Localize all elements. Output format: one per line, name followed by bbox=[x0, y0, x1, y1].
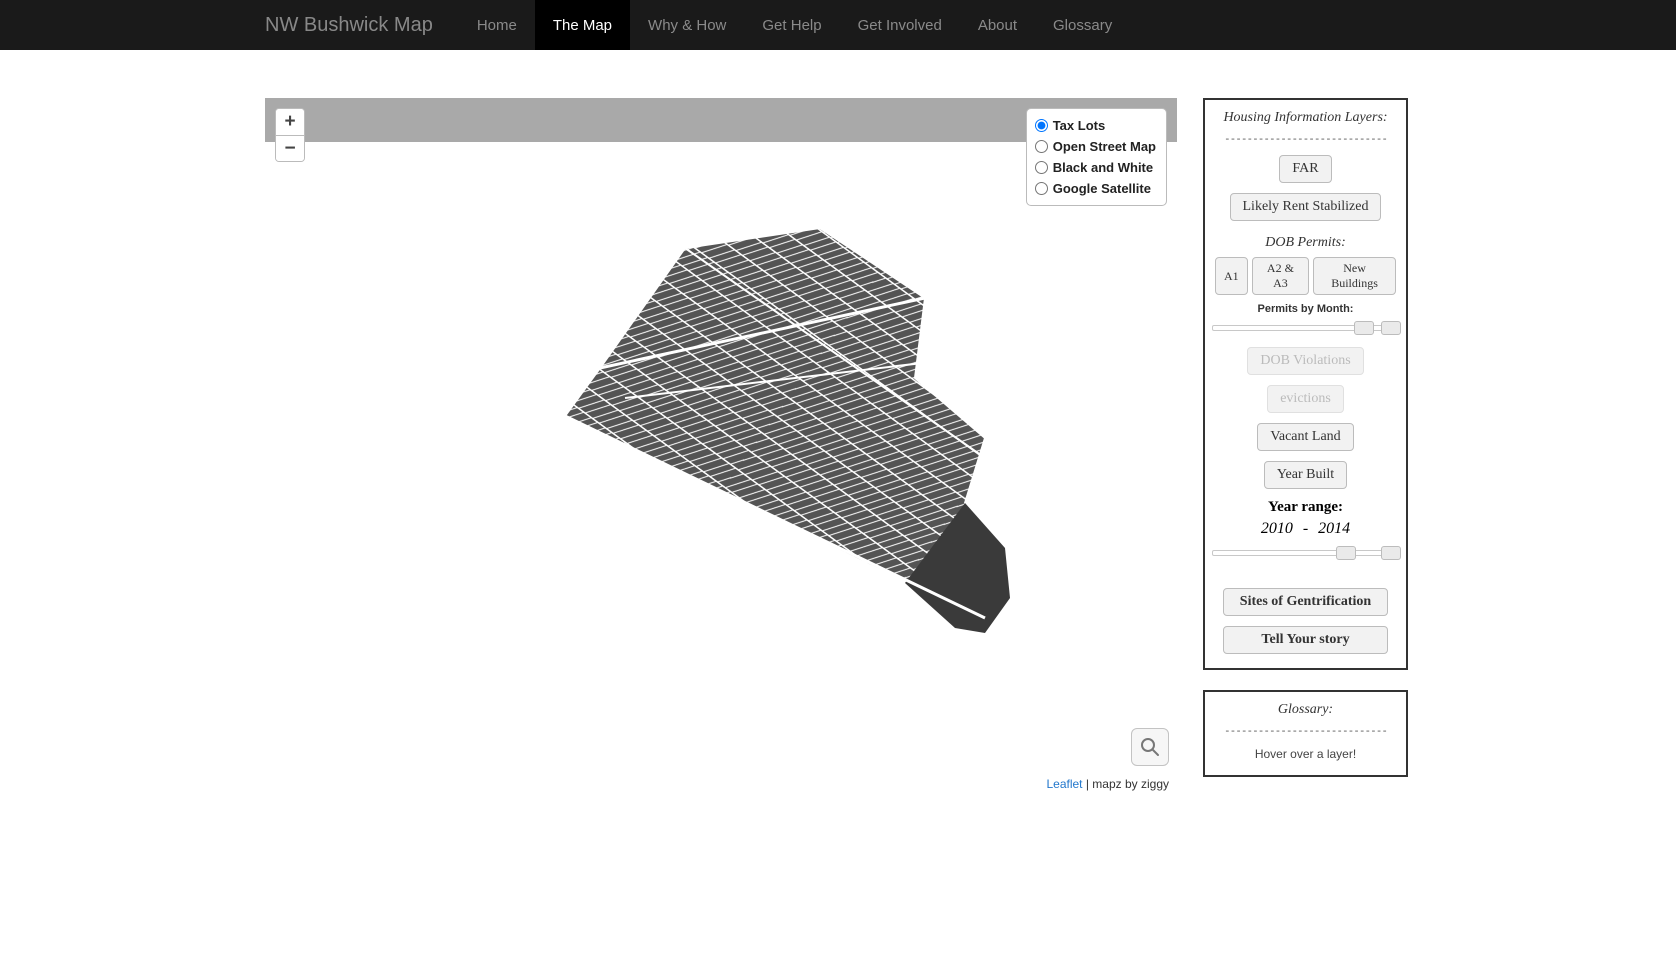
year-range-slider[interactable] bbox=[1212, 546, 1400, 560]
permits-slider-handle-1[interactable] bbox=[1354, 321, 1374, 335]
nav-the-map[interactable]: The Map bbox=[535, 0, 630, 50]
basemap-bw-label: Black and White bbox=[1053, 160, 1153, 175]
basemap-osm-label: Open Street Map bbox=[1053, 139, 1156, 154]
nav-home[interactable]: Home bbox=[459, 0, 535, 50]
year-range-title: Year range: bbox=[1268, 499, 1343, 516]
year-to: 2014 bbox=[1318, 520, 1350, 538]
attribution-sep: | bbox=[1083, 777, 1093, 791]
divider: ----------------------------- bbox=[1224, 132, 1387, 145]
attribution-leaflet-link[interactable]: Leaflet bbox=[1046, 777, 1082, 791]
permit-a1-button[interactable]: A1 bbox=[1215, 257, 1248, 295]
evictions-button[interactable]: evictions bbox=[1267, 385, 1344, 413]
permits-month-slider[interactable] bbox=[1212, 321, 1400, 335]
year-dash: - bbox=[1303, 520, 1308, 538]
year-from: 2010 bbox=[1261, 520, 1293, 538]
dob-violations-button[interactable]: DOB Violations bbox=[1247, 347, 1363, 375]
sites-of-gentrification-button[interactable]: Sites of Gentrification bbox=[1223, 588, 1388, 616]
housing-layers-panel: Housing Information Layers: ------------… bbox=[1203, 98, 1408, 670]
permit-new-buildings-button[interactable]: New Buildings bbox=[1313, 257, 1396, 295]
basemap-google-sat[interactable]: Google Satellite bbox=[1035, 178, 1156, 199]
tell-your-story-button[interactable]: Tell Your story bbox=[1223, 626, 1388, 654]
navbar-brand[interactable]: NW Bushwick Map bbox=[265, 14, 449, 37]
dob-permit-buttons: A1 A2 & A3 New Buildings bbox=[1215, 257, 1396, 295]
permits-by-month-label: Permits by Month: bbox=[1258, 303, 1354, 315]
permits-slider-handle-2[interactable] bbox=[1381, 321, 1401, 335]
permit-a2a3-button[interactable]: A2 & A3 bbox=[1252, 257, 1309, 295]
search-icon bbox=[1139, 736, 1161, 758]
glossary-panel: Glossary: ----------------------------- … bbox=[1203, 690, 1408, 777]
map-search-button[interactable] bbox=[1131, 728, 1169, 766]
rent-stabilized-button[interactable]: Likely Rent Stabilized bbox=[1230, 193, 1382, 221]
zoom-in-button[interactable]: + bbox=[276, 109, 304, 135]
glossary-title: Glossary: bbox=[1278, 702, 1333, 718]
far-button[interactable]: FAR bbox=[1279, 155, 1331, 183]
basemap-osm[interactable]: Open Street Map bbox=[1035, 136, 1156, 157]
navbar: NW Bushwick Map Home The Map Why & How G… bbox=[0, 0, 1676, 50]
basemap-tax-lots[interactable]: Tax Lots bbox=[1035, 115, 1156, 136]
glossary-hint: Hover over a layer! bbox=[1255, 747, 1356, 761]
map[interactable]: + − Tax Lots Open Street Map Black and W… bbox=[265, 98, 1177, 798]
year-slider-handle-1[interactable] bbox=[1336, 546, 1356, 560]
nav-get-involved[interactable]: Get Involved bbox=[840, 0, 960, 50]
divider: ----------------------------- bbox=[1224, 724, 1387, 737]
housing-layers-title: Housing Information Layers: bbox=[1223, 110, 1387, 126]
slider-track bbox=[1212, 550, 1400, 556]
basemap-osm-radio[interactable] bbox=[1035, 140, 1048, 153]
nav-glossary[interactable]: Glossary bbox=[1035, 0, 1130, 50]
basemap-bw[interactable]: Black and White bbox=[1035, 157, 1156, 178]
year-built-button[interactable]: Year Built bbox=[1264, 461, 1347, 489]
dob-permits-title: DOB Permits: bbox=[1265, 235, 1346, 251]
basemap-google-sat-radio[interactable] bbox=[1035, 182, 1048, 195]
map-attribution: Leaflet | mapz by ziggy bbox=[1042, 776, 1173, 792]
basemap-google-sat-label: Google Satellite bbox=[1053, 181, 1151, 196]
zoom-control: + − bbox=[275, 108, 305, 162]
vacant-land-button[interactable]: Vacant Land bbox=[1257, 423, 1353, 451]
zoom-out-button[interactable]: − bbox=[276, 135, 304, 161]
year-range-values: 2010 - 2014 bbox=[1261, 520, 1350, 538]
basemap-tax-lots-label: Tax Lots bbox=[1053, 118, 1106, 133]
basemap-bw-radio[interactable] bbox=[1035, 161, 1048, 174]
attribution-rest: mapz by ziggy bbox=[1092, 777, 1169, 791]
nav-why-how[interactable]: Why & How bbox=[630, 0, 744, 50]
basemap-switcher: Tax Lots Open Street Map Black and White… bbox=[1026, 108, 1167, 206]
year-slider-handle-2[interactable] bbox=[1381, 546, 1401, 560]
nav-get-help[interactable]: Get Help bbox=[744, 0, 839, 50]
basemap-tax-lots-radio[interactable] bbox=[1035, 119, 1048, 132]
nav-about[interactable]: About bbox=[960, 0, 1035, 50]
